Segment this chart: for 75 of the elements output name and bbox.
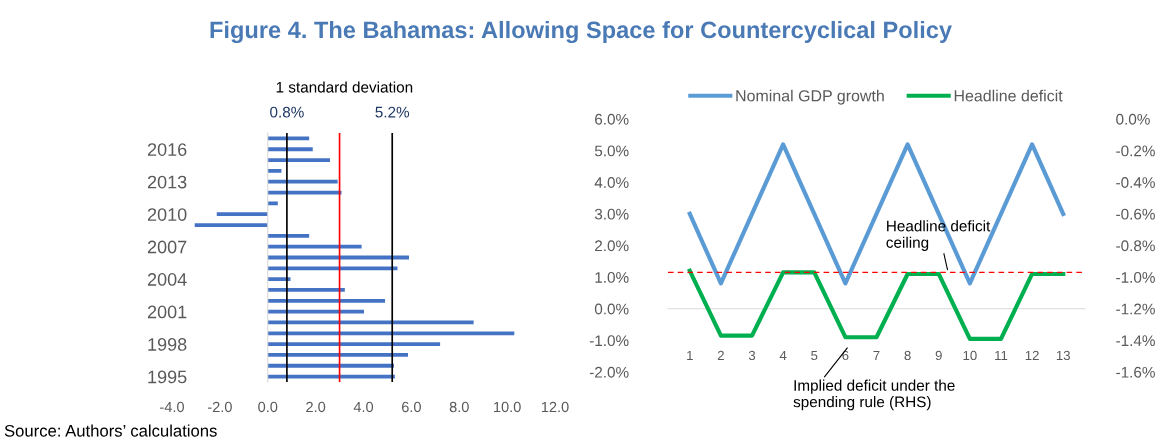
bar — [267, 244, 362, 249]
y-tick-label: 2001 — [147, 305, 187, 319]
x-tick-label: 4.0 — [353, 401, 374, 413]
x-tick-label: 2.0 — [306, 401, 326, 413]
x-tick-label: 6 — [842, 350, 849, 361]
x-tick-label: 7 — [873, 350, 880, 360]
y-tick-label: 3.0% — [594, 208, 629, 220]
x-tick-label: 0.0 — [258, 401, 278, 413]
y-tick-label: 2010 — [147, 208, 187, 221]
x-tick-label: 10 — [963, 350, 977, 361]
x-tick-label: 6.0 — [401, 401, 421, 413]
x-tick-label: 5 — [811, 350, 818, 361]
bar — [267, 266, 398, 271]
ref-line-label: 5.2% — [375, 106, 410, 118]
y-tick-label: 1.0% — [595, 271, 629, 283]
bar — [267, 288, 345, 292]
y-tick-label: 2.0% — [595, 240, 629, 252]
bar — [267, 331, 515, 336]
x-tick-label: 2 — [717, 350, 724, 360]
y-tick-label: 2016 — [147, 143, 187, 156]
x-tick-label: -2.0 — [207, 401, 232, 413]
bar — [267, 353, 409, 357]
y2-tick-label: 0.0% — [1116, 113, 1150, 125]
x-tick-label: 13 — [1056, 350, 1070, 361]
y-tick-label: 5.0% — [594, 145, 629, 157]
bar — [267, 158, 330, 162]
y2-tick-label: -1.4% — [1116, 335, 1155, 346]
x-tick-label: 12.0 — [541, 401, 569, 413]
bar — [267, 309, 364, 314]
y-tick-label: 4.0% — [594, 177, 629, 188]
bar — [267, 147, 313, 152]
y2-tick-label: -0.2% — [1116, 145, 1155, 157]
y2-tick-label: -0.4% — [1116, 177, 1155, 188]
y-tick-label: -1.0% — [589, 335, 629, 347]
x-tick-label: 8 — [904, 350, 911, 361]
text: Implied deficit under the spending rule (RHS) — [793, 379, 955, 411]
legend-label: Nominal GDP growth — [736, 89, 884, 105]
y2-tick-label: -1.2% — [1116, 303, 1155, 315]
bar — [267, 201, 278, 206]
text: 1 standard deviation — [276, 81, 413, 93]
bar — [267, 277, 291, 282]
y-tick-label: 6.0% — [595, 113, 629, 125]
x-tick-label: 8.0 — [449, 401, 469, 413]
x-tick-label: 11 — [995, 350, 1008, 360]
x-tick-label: 4 — [779, 350, 787, 360]
bar — [267, 298, 386, 303]
x-tick-label: 1 — [687, 350, 693, 360]
ref-line-label: 0.8% — [270, 106, 304, 118]
y-tick-label: -2.0% — [589, 366, 629, 378]
y2-tick-label: -1.0% — [1116, 271, 1155, 283]
y-tick-label: 2004 — [147, 273, 187, 286]
y2-tick-label: -1.6% — [1116, 366, 1155, 378]
x-tick-label: 12 — [1025, 350, 1039, 360]
bar — [267, 363, 394, 368]
y-tick-label: 2013 — [147, 175, 187, 189]
bar — [267, 169, 282, 173]
chart-title: Figure 4. The Bahamas: Allowing Space for Countercyclical Policy — [210, 20, 952, 44]
x-tick-label: 3 — [748, 350, 756, 361]
bar — [267, 342, 441, 346]
y2-tick-label: -0.8% — [1116, 240, 1155, 252]
legend-label: Headline deficit — [954, 89, 1063, 102]
bar — [194, 223, 268, 227]
y-tick-label: 1998 — [148, 338, 187, 351]
y2-tick-label: -0.6% — [1116, 208, 1155, 220]
bar — [216, 212, 268, 217]
bar — [267, 179, 338, 184]
source-note: Source: Authors’ calculations — [4, 424, 217, 437]
line-series — [687, 268, 1066, 341]
x-tick-label: 10.0 — [494, 401, 521, 413]
x-tick-label: -4.0 — [160, 401, 184, 413]
y-tick-label: 1995 — [148, 370, 187, 384]
y-tick-label: 0.0% — [594, 303, 629, 315]
y-tick-label: 2007 — [147, 240, 187, 254]
x-tick-label: 9 — [935, 350, 942, 361]
bar — [267, 233, 310, 238]
